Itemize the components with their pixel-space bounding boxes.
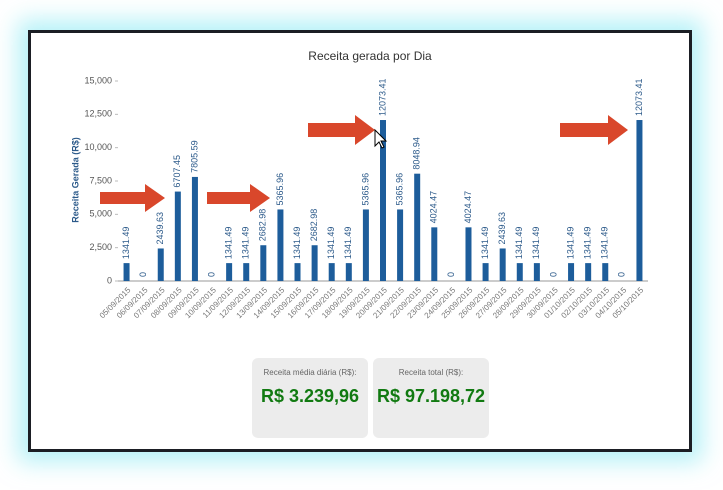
bar [602, 263, 609, 281]
y-tick-label: 12,500 [84, 109, 112, 119]
bar [585, 263, 592, 281]
value-label: 7805.59 [189, 140, 199, 173]
value-label: 1341.49 [241, 227, 251, 260]
y-tick-label: 0 [107, 275, 112, 285]
bar [516, 263, 523, 281]
bar [294, 263, 301, 281]
value-label: 1341.49 [326, 227, 336, 260]
value-label: 2682.98 [258, 209, 268, 242]
y-tick-label: 15,000 [84, 75, 112, 85]
stat-box: Receita média diária (R$): R$ 3.239,96 [252, 358, 368, 438]
stat-value: R$ 97.198,72 [376, 386, 486, 406]
bar [243, 263, 250, 281]
bar [362, 209, 369, 281]
bar [465, 227, 472, 281]
value-label: 2682.98 [309, 209, 319, 242]
bar [123, 263, 130, 281]
y-tick-label: 10,000 [84, 142, 112, 152]
value-label: 12073.41 [377, 78, 387, 116]
y-tick-label: 5,000 [89, 209, 112, 219]
bar [191, 176, 198, 281]
bar [533, 263, 540, 281]
bar [328, 263, 335, 281]
bar [311, 245, 318, 281]
value-label: 4024.47 [429, 191, 439, 224]
y-axis-title: Receita Gerada (R$) [70, 137, 80, 223]
value-label: 5365.96 [394, 173, 404, 206]
stat-label: Receita total (R$): [398, 368, 464, 377]
y-tick-label: 2,500 [89, 242, 112, 252]
stat-value: R$ 3.239,96 [260, 386, 360, 406]
value-label: 1341.49 [480, 227, 490, 260]
bar [174, 191, 181, 281]
y-tick-label: 7,500 [89, 175, 112, 185]
value-label: 1341.49 [121, 227, 131, 260]
bar [482, 263, 489, 281]
bar [636, 120, 643, 281]
value-label: 1341.49 [565, 227, 575, 260]
stat-label: Receita média diária (R$): [263, 368, 357, 377]
bar [397, 209, 404, 281]
bar [260, 245, 267, 281]
bar [277, 209, 284, 281]
bar [380, 120, 386, 281]
value-label: 0 [138, 272, 148, 277]
value-label: 12073.41 [634, 78, 644, 116]
value-label: 5365.96 [360, 173, 370, 206]
value-label: 6707.45 [172, 155, 182, 188]
stat-box: Receita total (R$): R$ 97.198,72 [373, 358, 489, 438]
bar [499, 248, 506, 281]
value-label: 1341.49 [292, 227, 302, 260]
chart-title: Receita gerada por Dia [308, 49, 432, 63]
value-label: 1341.49 [600, 227, 610, 260]
value-label: 1341.49 [224, 227, 234, 260]
value-label: 0 [446, 272, 456, 277]
value-label: 2439.63 [497, 212, 507, 245]
value-label: 0 [548, 272, 558, 277]
value-label: 1341.49 [583, 227, 593, 260]
value-label: 2439.63 [155, 212, 165, 245]
value-label: 0 [617, 272, 627, 277]
value-label: 5365.96 [275, 173, 285, 206]
value-label: 1341.49 [531, 227, 541, 260]
bar [568, 263, 575, 281]
value-label: 1341.49 [514, 227, 524, 260]
value-label: 0 [206, 272, 216, 277]
bar [157, 248, 164, 281]
value-label: 4024.47 [463, 191, 473, 224]
bar [345, 263, 352, 281]
value-label: 8048.94 [412, 137, 422, 170]
bar [414, 173, 421, 281]
value-label: 1341.49 [343, 227, 353, 260]
bar [226, 263, 233, 281]
bar [431, 227, 438, 281]
